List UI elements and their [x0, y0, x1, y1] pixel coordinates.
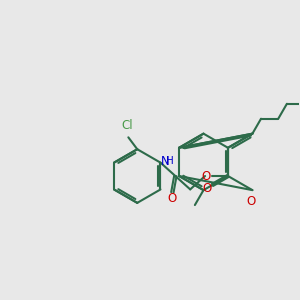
- Text: O: O: [202, 169, 211, 182]
- Text: O: O: [202, 182, 212, 195]
- Text: H: H: [166, 156, 173, 166]
- Text: O: O: [168, 192, 177, 205]
- Text: Cl: Cl: [121, 119, 133, 132]
- Text: O: O: [246, 196, 256, 208]
- Text: N: N: [161, 155, 170, 168]
